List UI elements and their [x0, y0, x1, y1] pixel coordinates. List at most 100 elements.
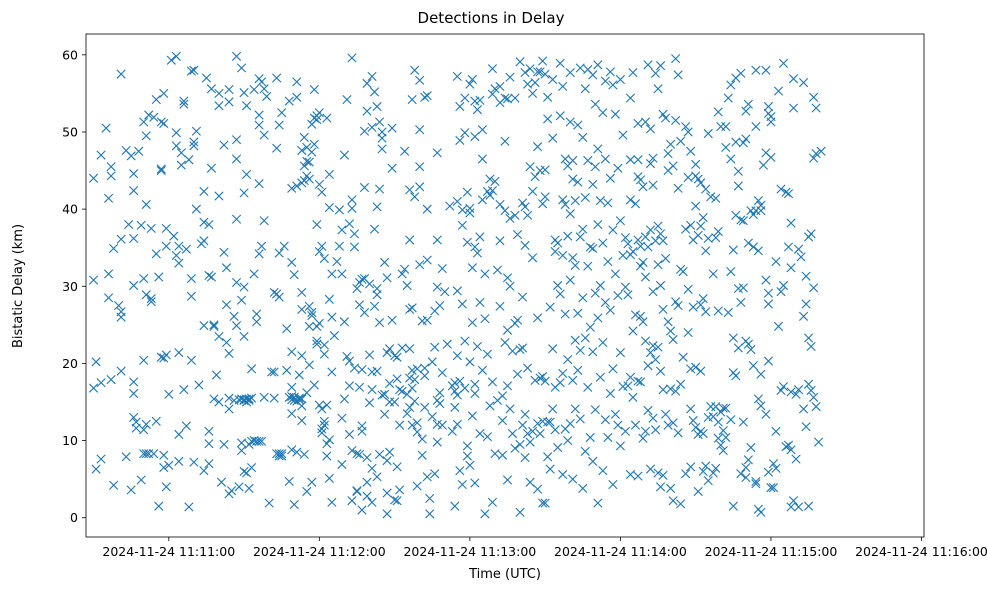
data-point	[204, 459, 214, 469]
data-point	[422, 315, 432, 325]
data-point	[317, 241, 327, 251]
data-point	[723, 93, 733, 103]
data-point	[460, 383, 470, 393]
data-point	[733, 181, 743, 191]
data-point	[811, 103, 821, 113]
data-point	[786, 218, 796, 228]
data-point	[756, 206, 766, 216]
data-point	[189, 457, 199, 467]
data-point	[588, 243, 598, 254]
data-point	[763, 467, 774, 477]
data-point	[633, 118, 643, 129]
data-point	[405, 373, 415, 383]
data-point	[96, 378, 106, 388]
data-point	[390, 397, 400, 407]
data-point	[505, 281, 515, 291]
data-point	[803, 379, 814, 389]
data-point	[292, 181, 302, 191]
data-point	[590, 162, 600, 172]
data-point	[558, 368, 568, 379]
data-point	[206, 272, 217, 282]
data-point	[88, 383, 99, 393]
data-point	[372, 101, 382, 112]
data-point	[718, 446, 728, 456]
data-point	[668, 161, 678, 171]
data-point	[553, 280, 563, 291]
data-point	[415, 260, 425, 270]
data-point	[287, 408, 297, 419]
data-point	[224, 404, 234, 414]
data-point	[322, 400, 332, 410]
data-point	[543, 92, 553, 102]
data-point	[455, 466, 465, 476]
data-point	[781, 187, 791, 197]
data-point	[595, 280, 605, 291]
data-point	[505, 404, 515, 414]
data-point	[801, 271, 811, 281]
data-point	[352, 283, 362, 294]
data-point	[573, 308, 583, 318]
data-point	[495, 236, 505, 246]
data-point	[673, 428, 683, 438]
data-point	[515, 344, 525, 355]
data-point	[568, 155, 578, 166]
data-point	[412, 481, 422, 491]
data-point	[711, 193, 721, 203]
data-point	[121, 452, 131, 462]
data-point	[264, 498, 274, 508]
data-point	[204, 439, 214, 449]
data-point	[756, 369, 766, 379]
data-point	[402, 389, 412, 399]
data-point	[362, 491, 372, 501]
data-point	[545, 464, 555, 474]
data-point	[517, 420, 528, 430]
data-point	[247, 462, 257, 473]
data-point	[663, 420, 673, 430]
data-point	[806, 385, 816, 396]
data-point	[337, 225, 347, 235]
data-point	[590, 405, 600, 415]
data-point	[129, 377, 139, 387]
data-point	[437, 420, 447, 430]
data-point	[241, 101, 252, 111]
data-point	[550, 246, 560, 257]
data-point	[666, 483, 676, 493]
data-point	[199, 217, 209, 227]
data-point	[497, 391, 508, 401]
data-point	[738, 216, 748, 226]
data-point	[568, 253, 578, 263]
data-point	[565, 275, 575, 285]
data-point	[349, 363, 360, 373]
data-point	[126, 485, 136, 495]
data-point	[723, 307, 733, 318]
data-point	[470, 379, 480, 389]
data-point	[154, 501, 164, 511]
data-point	[771, 256, 781, 267]
data-point	[337, 269, 347, 279]
data-point	[698, 466, 708, 477]
data-point	[593, 219, 603, 230]
data-point	[686, 146, 696, 156]
data-point	[731, 371, 741, 381]
data-point	[344, 429, 355, 439]
data-point	[588, 456, 598, 466]
data-point	[156, 117, 166, 127]
data-point	[691, 422, 701, 433]
data-point	[369, 87, 380, 97]
data-point	[500, 206, 510, 216]
data-point	[698, 294, 708, 304]
data-point	[688, 415, 698, 426]
data-point	[573, 365, 583, 375]
data-point	[384, 447, 395, 457]
data-point	[811, 402, 821, 412]
x-tick-label: 2024-11-24 11:15:00	[705, 544, 838, 559]
data-point	[814, 437, 824, 447]
data-point	[515, 507, 525, 517]
data-point	[259, 84, 269, 94]
data-point	[364, 398, 375, 408]
data-point	[620, 233, 631, 243]
data-point	[605, 305, 615, 315]
data-point	[693, 486, 703, 497]
data-point	[691, 362, 701, 372]
